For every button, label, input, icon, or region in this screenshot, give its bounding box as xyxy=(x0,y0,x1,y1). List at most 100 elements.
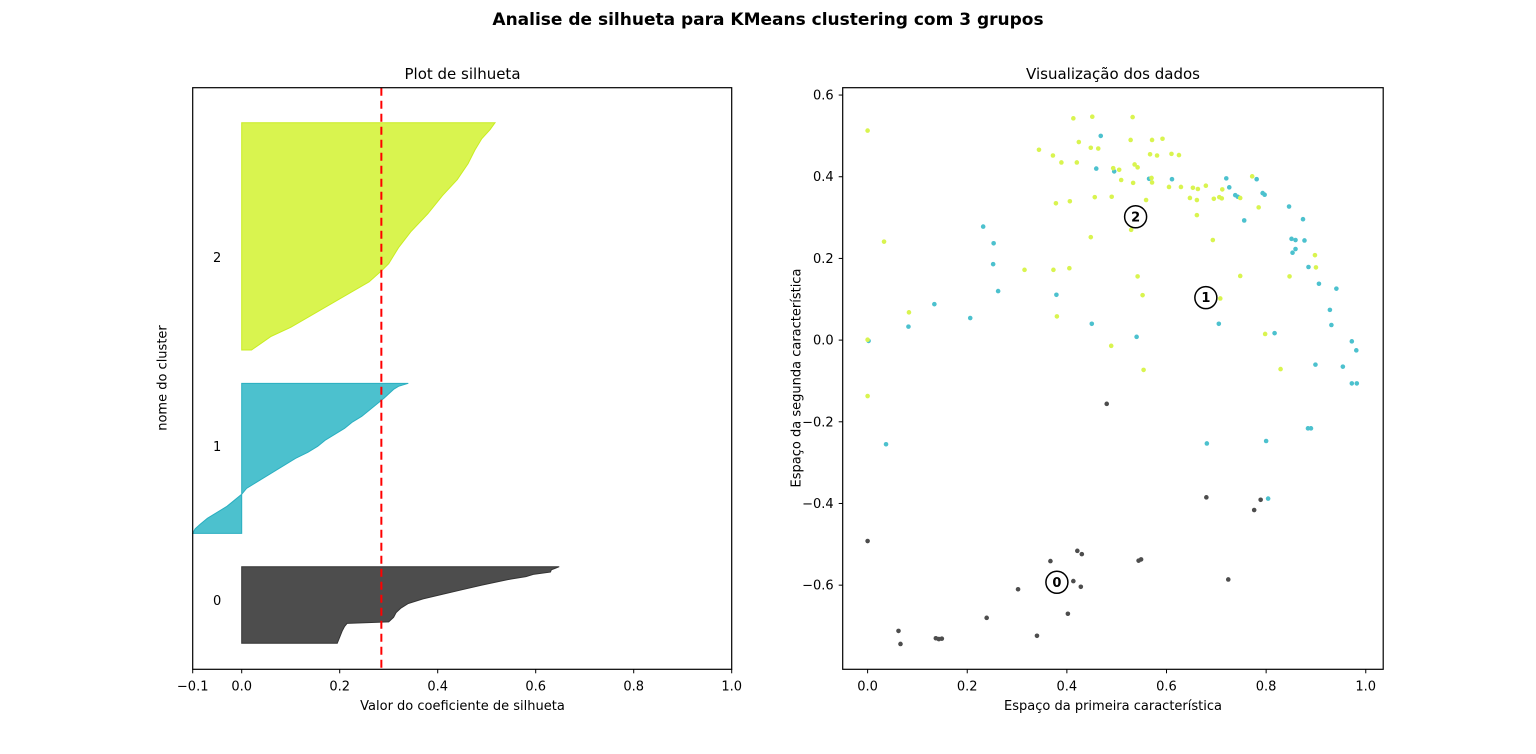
scatter-point xyxy=(1104,401,1110,407)
cluster-center-marker-2 xyxy=(1123,205,1148,229)
scatter-point xyxy=(1223,176,1229,181)
scatter-point xyxy=(932,301,937,307)
scatter-point xyxy=(1095,146,1101,151)
scatter-point xyxy=(865,393,870,399)
scatter-point xyxy=(1078,584,1084,590)
scatter-y-tick-label: −0.2 xyxy=(802,415,834,430)
scatter-point xyxy=(1088,145,1094,151)
scatter-point xyxy=(1219,187,1225,192)
scatter-point xyxy=(1226,185,1232,190)
scatter-x-tick-label: 0.4 xyxy=(1057,679,1078,694)
scatter-point xyxy=(1302,238,1307,243)
scatter-y-tick-label: −0.6 xyxy=(802,579,834,594)
scatter-point xyxy=(1118,177,1124,183)
silhouette-plot-title: Plot de silhueta xyxy=(404,65,521,83)
scatter-point xyxy=(1300,216,1306,222)
scatter-point xyxy=(1313,362,1318,367)
silhouette-x-tick-label: 0.4 xyxy=(427,679,448,694)
scatter-point xyxy=(1241,218,1247,223)
scatter-point xyxy=(1353,348,1359,353)
scatter-point xyxy=(1210,237,1216,243)
scatter-point xyxy=(865,337,870,342)
silhouette-cluster-label-0: 0 xyxy=(213,594,221,609)
scatter-point xyxy=(1059,160,1064,165)
scatter-point xyxy=(967,315,973,321)
scatter-point xyxy=(990,261,996,267)
scatter-yaxis-label: Espaço da segunda característica xyxy=(789,268,805,488)
scatter-point xyxy=(1135,274,1140,279)
silhouette-x-tick-label: 0.0 xyxy=(231,679,252,694)
cluster-center-label-0: 0 xyxy=(1052,576,1061,591)
scatter-point xyxy=(1194,212,1200,218)
scatter-x-tick-label: 1.0 xyxy=(1355,679,1376,694)
silhouette-x-tick-label: 1.0 xyxy=(721,679,742,694)
scatter-point xyxy=(1141,367,1146,373)
scatter-point xyxy=(1293,237,1298,243)
scatter-point xyxy=(1251,507,1257,513)
scatter-x-tick-label: 0.6 xyxy=(1156,679,1177,694)
scatter-point xyxy=(1149,137,1155,143)
scatter-point xyxy=(896,628,901,634)
scatter-point xyxy=(1190,185,1196,191)
scatter-point xyxy=(1076,139,1082,145)
scatter-point xyxy=(1169,151,1174,157)
silhouette-x-tick-label: 0.6 xyxy=(525,679,546,694)
scatter-point xyxy=(1154,153,1160,158)
scatter-point xyxy=(1354,381,1360,386)
scatter-point xyxy=(1022,267,1027,273)
scatter-point xyxy=(1048,558,1053,564)
scatter-point xyxy=(1349,381,1355,386)
silhouette-axes-box xyxy=(192,87,733,670)
scatter-point xyxy=(1054,314,1060,319)
scatter-point xyxy=(1225,577,1231,582)
scatter-point xyxy=(1089,321,1095,327)
scatter-point xyxy=(1034,633,1040,639)
scatter-point xyxy=(1067,265,1072,271)
silhouette-x-tick-label: 0.2 xyxy=(329,679,350,694)
scatter-point xyxy=(1128,227,1134,233)
scatter-point xyxy=(1316,281,1322,287)
cluster-center-marker-1 xyxy=(1194,285,1218,310)
silhouette-area-cluster-0 xyxy=(241,566,560,644)
scatter-point xyxy=(1116,167,1122,173)
scatter-point xyxy=(1313,265,1319,270)
scatter-point xyxy=(1135,165,1140,170)
scatter-point xyxy=(1306,264,1311,270)
scatter-point xyxy=(1015,586,1021,592)
scatter-point xyxy=(883,441,889,447)
scatter-point xyxy=(1132,162,1137,167)
cluster-center-label-1: 1 xyxy=(1201,291,1210,306)
scatter-point xyxy=(991,241,996,246)
scatter-point xyxy=(1265,496,1271,501)
scatter-point xyxy=(1071,578,1076,584)
scatter-point xyxy=(1147,151,1153,157)
scatter-point xyxy=(939,636,945,641)
silhouette-area-cluster-2 xyxy=(241,122,497,351)
scatter-point xyxy=(906,324,911,329)
silhouette-cluster-label-2: 2 xyxy=(213,251,221,266)
scatter-point xyxy=(1217,194,1222,200)
scatter-point xyxy=(1079,551,1085,557)
scatter-point xyxy=(1327,307,1333,313)
scatter-point xyxy=(1312,252,1318,258)
scatter-point xyxy=(1204,441,1210,446)
scatter-point xyxy=(1218,296,1223,301)
scatter-point xyxy=(980,224,986,229)
scatter-y-tick-label: 0.0 xyxy=(813,334,834,349)
cluster-center-label-2: 2 xyxy=(1131,210,1140,225)
scatter-point xyxy=(1249,174,1255,179)
scatter-point xyxy=(1211,196,1217,202)
scatter-point xyxy=(1349,339,1355,344)
scatter-point xyxy=(898,641,903,647)
scatter-point xyxy=(1074,160,1080,165)
silhouette-x-tick-label: 0.8 xyxy=(623,679,644,694)
scatter-point xyxy=(1169,176,1175,182)
scatter-point xyxy=(1051,267,1056,273)
scatter-point xyxy=(1108,343,1114,349)
scatter-point xyxy=(1109,194,1115,200)
silhouette-x-tick-label: −0.1 xyxy=(177,679,209,694)
scatter-point xyxy=(984,615,989,621)
scatter-point xyxy=(1098,133,1104,139)
